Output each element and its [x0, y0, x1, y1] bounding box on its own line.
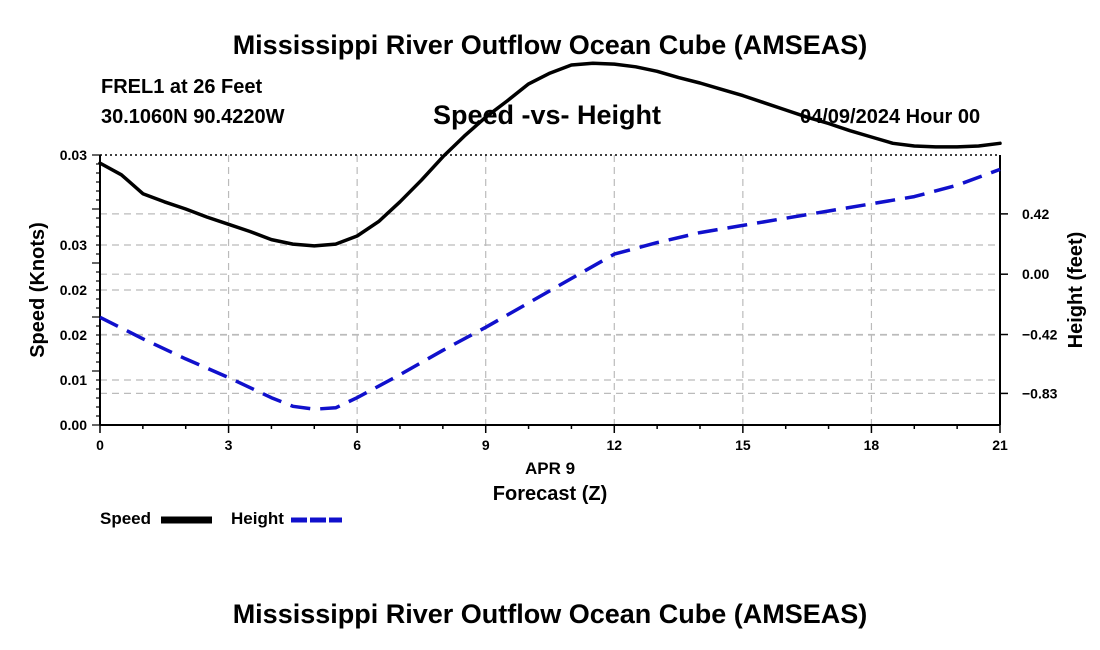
- y-left-tick-label: 0.01: [60, 372, 87, 388]
- x-axis-label: Forecast (Z): [493, 483, 607, 505]
- legend-speed-label: Speed: [100, 509, 152, 528]
- x-tick-label: 9: [482, 437, 490, 453]
- coordinates-label: 30.1060N 90.4220W: [101, 106, 285, 128]
- forecast-date: 04/09/2024 Hour 00: [800, 106, 981, 128]
- y-right-axis-label: Height (feet): [1065, 232, 1087, 349]
- x-date-label: APR 9: [525, 459, 575, 478]
- x-tick-label: 15: [735, 437, 751, 453]
- x-tick-label: 6: [353, 437, 361, 453]
- y-right-tick-label: 0.42: [1022, 206, 1049, 222]
- y-right-tick-label: −0.83: [1022, 385, 1058, 401]
- x-tick-label: 21: [992, 437, 1008, 453]
- speed-series-line: [98, 61, 1002, 248]
- x-tick-label: 0: [96, 437, 104, 453]
- page-title: Mississippi River Outflow Ocean Cube (AM…: [232, 30, 868, 60]
- y-left-axis-label: Speed (Knots): [27, 222, 49, 358]
- y-left-tick-label: 0.02: [60, 282, 87, 298]
- y-left-tick-label: 0.02: [60, 327, 87, 343]
- y-right-tick-label: −0.42: [1022, 327, 1058, 343]
- y-left-tick-label: 0.03: [60, 237, 87, 253]
- y-left-tick-label: 0.03: [60, 147, 87, 163]
- x-tick-label: 3: [225, 437, 233, 453]
- y-left-tick-label: 0.00: [60, 417, 87, 433]
- station-label: FREL1 at 26 Feet: [101, 76, 263, 98]
- y-right-tick-label: 0.00: [1022, 266, 1049, 282]
- x-tick-label: 12: [606, 437, 622, 453]
- footer-title: Mississippi River Outflow Ocean Cube (AM…: [232, 599, 868, 629]
- height-series-line: [99, 167, 1001, 411]
- x-tick-label: 18: [864, 437, 880, 453]
- chart-title: Speed -vs- Height: [433, 100, 662, 130]
- legend-height-label: Height: [231, 509, 284, 528]
